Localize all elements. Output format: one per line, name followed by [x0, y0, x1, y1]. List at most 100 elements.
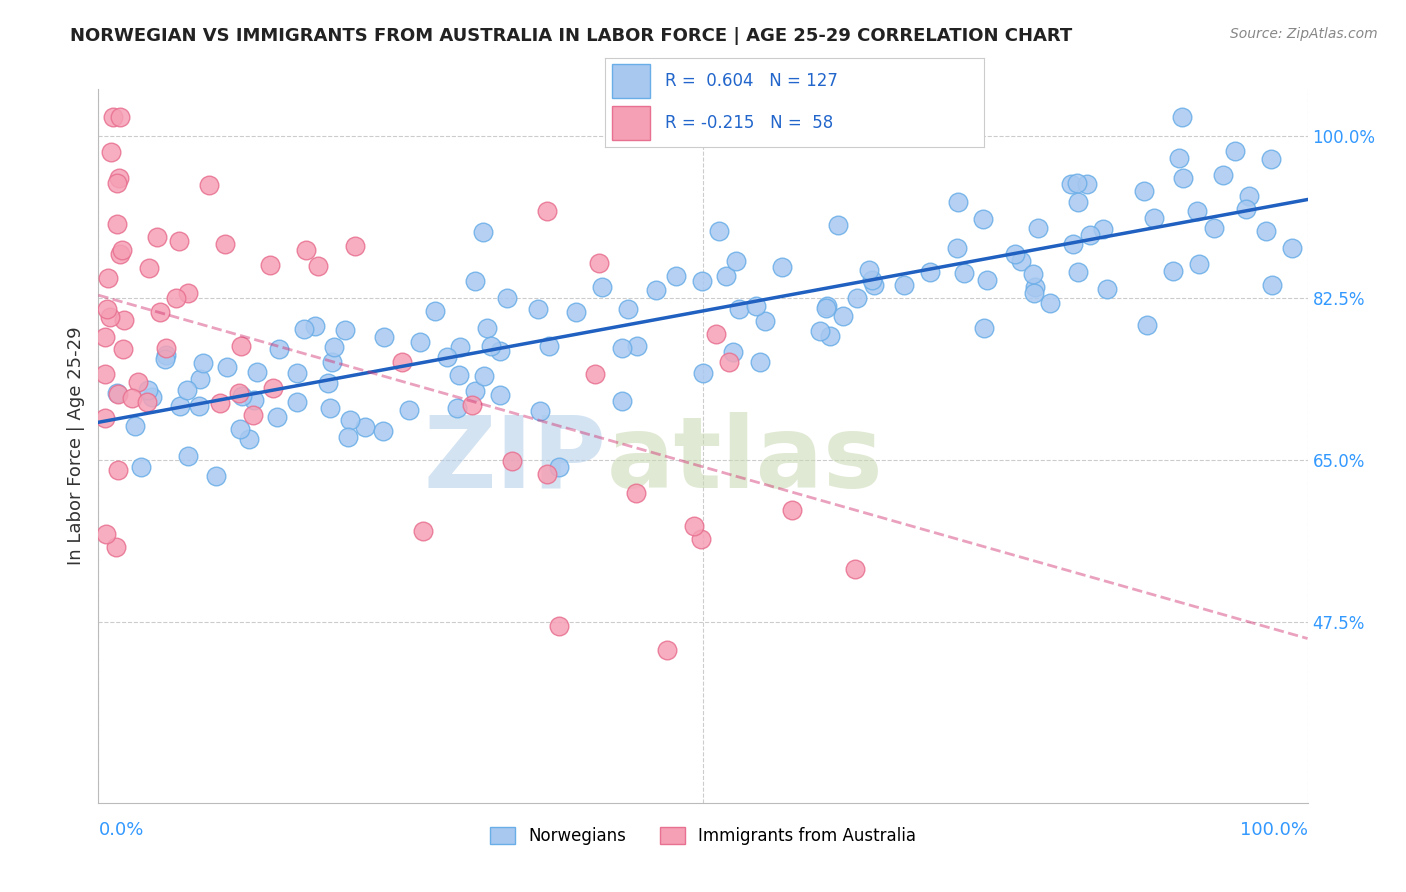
- Point: [976, 273, 998, 287]
- Point: [1161, 264, 1184, 278]
- Point: [285, 366, 308, 380]
- Point: [815, 301, 838, 315]
- Point: [1132, 184, 1154, 198]
- Point: [1022, 286, 1045, 301]
- Point: [1234, 202, 1257, 216]
- Point: [844, 562, 866, 576]
- Point: [295, 243, 318, 257]
- Point: [1168, 152, 1191, 166]
- Point: [690, 532, 713, 546]
- Point: [754, 314, 776, 328]
- Point: [464, 384, 486, 398]
- Point: [197, 178, 219, 192]
- Point: [1062, 237, 1084, 252]
- Point: [373, 424, 395, 438]
- Point: [104, 540, 127, 554]
- Point: [536, 204, 558, 219]
- Point: [155, 348, 177, 362]
- Point: [107, 386, 129, 401]
- Point: [149, 305, 172, 319]
- Point: [780, 503, 803, 517]
- Point: [292, 322, 315, 336]
- Point: [177, 285, 200, 300]
- Point: [471, 225, 494, 239]
- Point: [714, 268, 737, 283]
- Point: [1067, 265, 1090, 279]
- Point: [353, 420, 375, 434]
- Point: [94, 526, 117, 541]
- Point: [945, 241, 967, 255]
- Point: [749, 354, 772, 368]
- Point: [146, 230, 169, 244]
- Point: [721, 344, 744, 359]
- Point: [242, 393, 264, 408]
- Point: [815, 299, 838, 313]
- Point: [343, 239, 366, 253]
- Point: [690, 273, 713, 287]
- Point: [228, 422, 250, 436]
- Point: [808, 324, 831, 338]
- Point: [98, 310, 121, 324]
- Point: [105, 385, 128, 400]
- Text: R =  0.604   N = 127: R = 0.604 N = 127: [665, 72, 838, 90]
- Point: [333, 323, 356, 337]
- Point: [1091, 222, 1114, 236]
- Point: [205, 469, 228, 483]
- Point: [208, 396, 231, 410]
- Point: [845, 291, 868, 305]
- Point: [893, 278, 915, 293]
- Point: [1202, 220, 1225, 235]
- Point: [228, 385, 250, 400]
- Point: [322, 340, 344, 354]
- Point: [231, 389, 253, 403]
- Point: [1022, 267, 1045, 281]
- Point: [153, 352, 176, 367]
- Point: [1256, 224, 1278, 238]
- Point: [167, 234, 190, 248]
- Point: [645, 283, 668, 297]
- Point: [683, 519, 706, 533]
- Point: [141, 390, 163, 404]
- Point: [655, 643, 678, 657]
- Point: [610, 394, 633, 409]
- Point: [319, 401, 342, 415]
- Point: [449, 368, 471, 382]
- Point: [246, 365, 269, 379]
- Point: [111, 243, 134, 257]
- Point: [101, 110, 124, 124]
- Point: [501, 454, 523, 468]
- Point: [108, 110, 131, 124]
- Point: [488, 343, 510, 358]
- Point: [214, 237, 236, 252]
- Point: [1212, 168, 1234, 182]
- Point: [94, 329, 117, 343]
- Point: [718, 355, 741, 369]
- Point: [339, 413, 361, 427]
- Point: [1136, 318, 1159, 332]
- Point: [176, 384, 198, 398]
- Point: [585, 367, 607, 381]
- Text: atlas: atlas: [606, 412, 883, 508]
- Point: [107, 463, 129, 477]
- Point: [1185, 203, 1208, 218]
- Point: [316, 376, 339, 391]
- Point: [624, 486, 647, 500]
- Point: [112, 313, 135, 327]
- Point: [862, 278, 884, 293]
- Point: [1066, 176, 1088, 190]
- Point: [626, 339, 648, 353]
- Point: [436, 350, 458, 364]
- Point: [155, 342, 177, 356]
- Point: [112, 342, 135, 356]
- Point: [547, 459, 569, 474]
- Point: [165, 292, 187, 306]
- Point: [818, 328, 841, 343]
- Point: [108, 246, 131, 260]
- Point: [1095, 281, 1118, 295]
- Point: [538, 339, 561, 353]
- Point: [307, 259, 329, 273]
- Point: [127, 375, 149, 389]
- Point: [188, 371, 211, 385]
- Point: [1067, 194, 1090, 209]
- Point: [953, 266, 976, 280]
